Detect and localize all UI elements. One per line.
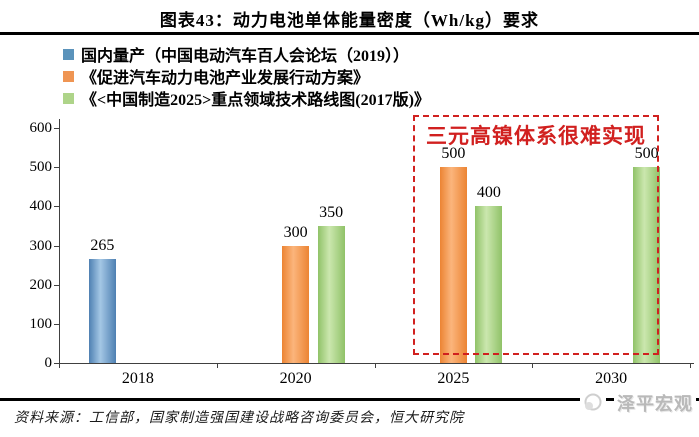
y-tick bbox=[54, 363, 59, 364]
legend-swatch-icon bbox=[63, 92, 74, 104]
bar-2025-s2 bbox=[475, 206, 503, 363]
chart-legend: 国内量产（中国电动汽车百人会论坛（2019）） 《促进汽车动力电池产业发展行动方案… bbox=[63, 43, 430, 109]
bar-value-label: 400 bbox=[476, 184, 501, 202]
bar-2025-s1 bbox=[439, 167, 467, 363]
y-tick bbox=[54, 206, 59, 208]
x-tick-label: 2020 bbox=[279, 370, 312, 387]
x-tick bbox=[374, 363, 376, 368]
x-tick bbox=[59, 363, 60, 368]
brand-logo-icon bbox=[580, 392, 606, 414]
legend-item-2: 《<中国制造2025>重点领域技术路线图(2017版)》 bbox=[63, 87, 430, 109]
legend-swatch-icon bbox=[63, 70, 74, 82]
x-tick-label: 2025 bbox=[437, 370, 470, 387]
bar-value-label: 500 bbox=[634, 145, 659, 163]
legend-swatch-icon bbox=[63, 48, 74, 60]
x-tick bbox=[216, 363, 218, 368]
bar-value-label: 265 bbox=[90, 237, 115, 255]
brand-watermark: 泽平宏观 bbox=[580, 390, 696, 416]
source-note: 资料来源：工信部，国家制造强国建设战略咨询委员会，恒大研究院 bbox=[14, 411, 464, 426]
legend-item-1: 《促进汽车动力电池产业发展行动方案》 bbox=[63, 65, 430, 87]
y-tick bbox=[54, 167, 59, 169]
footer-divider bbox=[0, 398, 699, 401]
x-tick bbox=[532, 363, 534, 368]
bar-value-label: 300 bbox=[283, 223, 308, 241]
legend-item-0: 国内量产（中国电动汽车百人会论坛（2019）） bbox=[63, 43, 430, 65]
y-tick-label: 300 bbox=[29, 237, 53, 254]
title-divider bbox=[0, 32, 699, 35]
brand-watermark-text: 泽平宏观 bbox=[614, 390, 696, 416]
x-tick-label: 2030 bbox=[595, 370, 628, 387]
y-tick-label: 400 bbox=[29, 198, 53, 215]
y-tick bbox=[54, 284, 59, 286]
y-axis-line bbox=[59, 119, 60, 364]
y-tick bbox=[54, 128, 59, 129]
bar-2030-s2 bbox=[633, 167, 661, 363]
x-tick-label: 2018 bbox=[121, 370, 154, 387]
bar-2018-s0 bbox=[88, 259, 116, 363]
y-tick-label: 600 bbox=[29, 120, 53, 136]
y-tick-label: 200 bbox=[29, 276, 53, 293]
y-tick-label: 100 bbox=[29, 315, 53, 332]
bar-value-label: 350 bbox=[319, 203, 344, 221]
bar-value-label: 500 bbox=[441, 145, 466, 163]
x-axis-line bbox=[59, 363, 694, 364]
y-tick-label: 500 bbox=[29, 159, 53, 176]
annotation-box: 三元高镍体系很难实现 bbox=[413, 115, 659, 355]
legend-label: 《<中国制造2025>重点领域技术路线图(2017版)》 bbox=[81, 92, 430, 109]
y-tick bbox=[54, 323, 59, 325]
annotation-text: 三元高镍体系很难实现 bbox=[426, 124, 646, 148]
legend-label: 《促进汽车动力电池产业发展行动方案》 bbox=[81, 70, 370, 87]
y-tick-label: 0 bbox=[44, 355, 53, 371]
bar-2020-s1 bbox=[282, 245, 310, 363]
legend-label: 国内量产（中国电动汽车百人会论坛（2019）） bbox=[81, 48, 410, 65]
bar-2020-s2 bbox=[317, 225, 345, 363]
x-tick bbox=[690, 363, 691, 368]
chart-title: 图表43：动力电池单体能量密度（Wh/kg）要求 bbox=[159, 11, 540, 30]
y-tick bbox=[54, 245, 59, 247]
